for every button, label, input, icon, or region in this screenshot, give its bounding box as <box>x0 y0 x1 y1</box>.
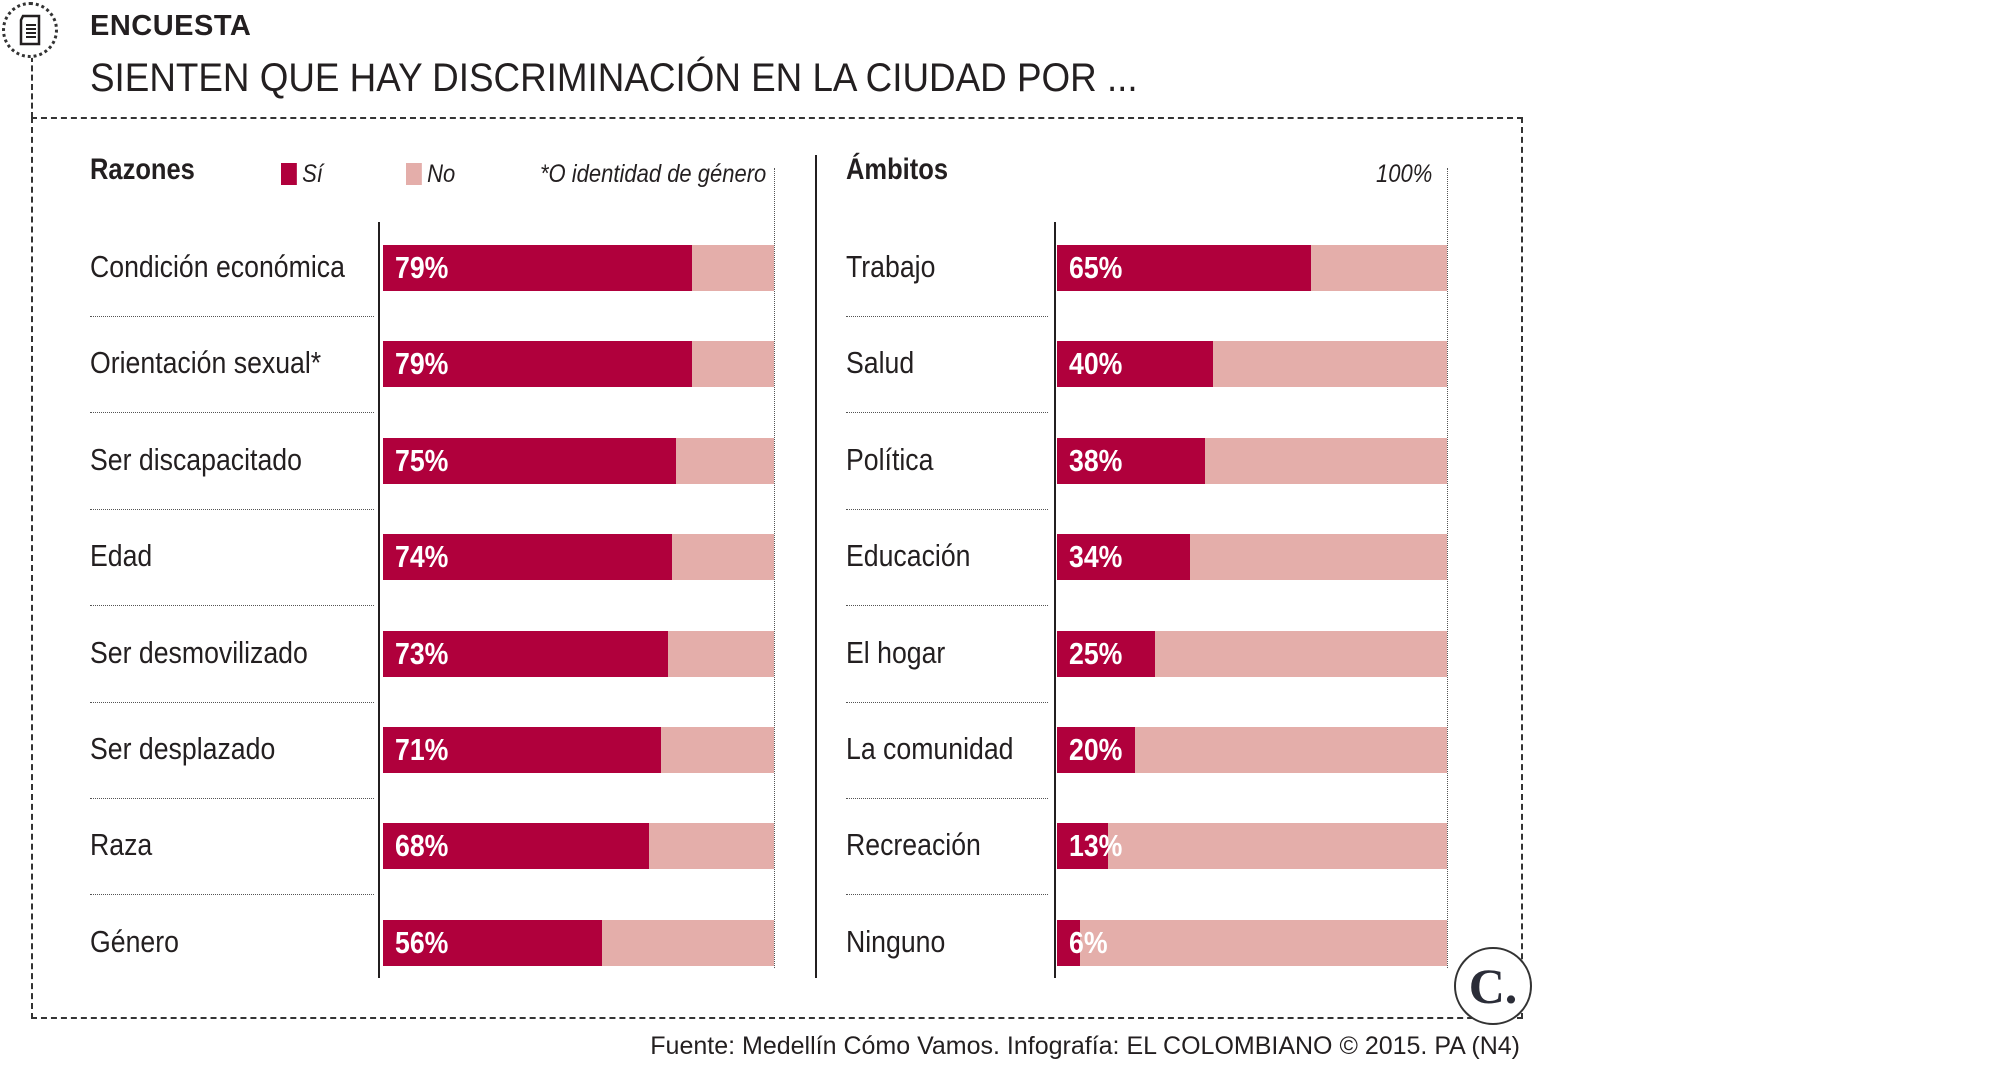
data-label: 13% <box>1069 828 1123 864</box>
footnote: *O identidad de género <box>540 160 767 188</box>
category-label: Condición económica <box>90 249 345 284</box>
row-separator <box>90 412 374 414</box>
data-label: 75% <box>395 442 449 478</box>
legend-label-no: No <box>427 160 456 188</box>
category-label: Recreación <box>846 827 981 863</box>
legend-swatch-si <box>281 163 297 185</box>
data-label: 68% <box>395 828 449 864</box>
bar-si <box>383 534 673 581</box>
category-label: Educación <box>846 538 971 574</box>
category-label: La comunidad <box>846 731 1014 766</box>
category-label: Género <box>90 923 179 959</box>
data-label: 20% <box>1069 732 1123 767</box>
bar-si <box>1057 437 1206 484</box>
category-label: Ser desplazado <box>90 731 276 766</box>
category-label: Trabajo <box>846 249 936 284</box>
el-colombiano-logo: C. <box>1454 947 1532 1025</box>
row-separator <box>90 798 374 799</box>
bar-si <box>383 727 661 773</box>
bar-si <box>1057 534 1190 581</box>
row-separator <box>846 894 1048 896</box>
data-label: 56% <box>395 924 449 960</box>
row-separator <box>846 508 1048 510</box>
category-label: Ser desmovilizado <box>90 634 308 670</box>
row-separator <box>846 412 1048 414</box>
data-label: 73% <box>395 635 449 671</box>
legend-si: Sí <box>281 160 323 189</box>
page-title: SIENTEN QUE HAY DISCRIMINACIÓN EN LA CIU… <box>90 56 1138 100</box>
frame-connector <box>31 56 33 118</box>
max-gridline <box>774 168 775 968</box>
category-label: Orientación sexual* <box>90 345 322 381</box>
data-label: 34% <box>1069 539 1123 575</box>
row-separator <box>90 701 374 703</box>
row-separator <box>846 701 1048 703</box>
category-label: Raza <box>90 827 153 863</box>
data-label: 25% <box>1069 635 1123 671</box>
chart-title-razones: Razones <box>90 153 195 186</box>
bar-no <box>1057 919 1447 966</box>
value-axis <box>1054 222 1056 978</box>
bar-si <box>383 823 649 870</box>
value-axis <box>378 222 380 978</box>
row-separator <box>90 316 374 317</box>
bar-si <box>383 341 692 388</box>
bar-si <box>1057 630 1155 677</box>
data-label: 40% <box>1069 346 1123 382</box>
category-label: Salud <box>846 345 915 381</box>
category-label: Ninguno <box>846 923 946 959</box>
row-separator <box>846 798 1048 799</box>
dashed-frame <box>31 117 1523 1019</box>
panel-divider <box>815 155 817 978</box>
data-label: 79% <box>395 250 449 285</box>
max-gridline <box>1447 168 1448 968</box>
row-separator <box>846 605 1048 607</box>
legend-label-si: Sí <box>302 160 323 188</box>
bar-si <box>383 245 692 291</box>
row-separator <box>90 605 374 607</box>
data-label: 38% <box>1069 442 1123 478</box>
source-credit: Fuente: Medellín Cómo Vamos. Infografía:… <box>650 1032 1520 1060</box>
category-label: Política <box>846 441 934 477</box>
kicker: ENCUESTA <box>90 10 252 42</box>
legend-no: No <box>406 160 455 189</box>
data-label: 74% <box>395 539 449 575</box>
bar-si <box>1057 823 1108 870</box>
row-separator <box>90 894 374 896</box>
data-label: 65% <box>1069 250 1123 285</box>
max-label: 100% <box>1376 160 1433 188</box>
data-label: 6% <box>1069 924 1108 960</box>
data-label: 79% <box>395 346 449 382</box>
legend-swatch-no <box>406 163 422 185</box>
bar-si <box>1057 341 1213 388</box>
bar-si <box>1057 727 1135 773</box>
bar-si <box>1057 919 1081 966</box>
data-label: 71% <box>395 732 449 767</box>
bar-si <box>383 437 677 484</box>
bar-si <box>383 919 602 966</box>
category-label: Edad <box>90 538 153 574</box>
category-label: El hogar <box>846 634 946 670</box>
document-icon <box>2 2 58 58</box>
bar-no <box>1057 823 1447 870</box>
row-separator <box>846 316 1048 317</box>
row-separator <box>90 508 374 510</box>
bar-si <box>1057 245 1311 291</box>
bar-si <box>383 630 669 677</box>
category-label: Ser discapacitado <box>90 441 302 477</box>
chart-title-ambitos: Ámbitos <box>846 153 948 186</box>
logo-text: C. <box>1468 958 1518 1014</box>
